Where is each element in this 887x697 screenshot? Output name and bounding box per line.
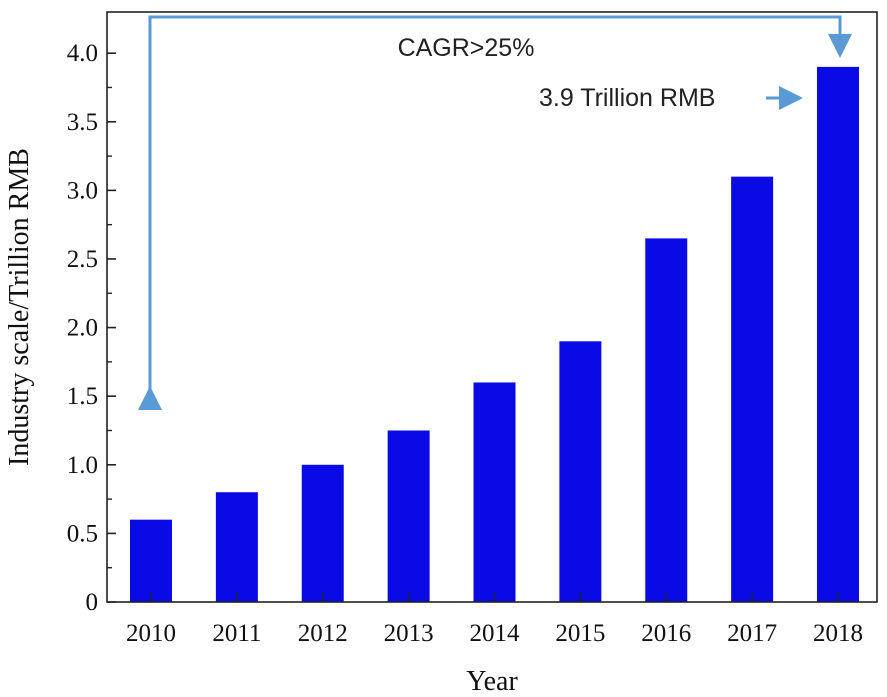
- bars-layer: [130, 66, 859, 602]
- y-tick-label: 3.0: [67, 177, 98, 204]
- bar-2016: [645, 238, 688, 602]
- x-tick-label: 2012: [298, 620, 348, 647]
- plot-frame: [106, 11, 878, 603]
- y-axis-title: Industry scale/Trillion RMB: [4, 148, 35, 466]
- x-tick-label: 2013: [384, 620, 434, 647]
- x-tick-label: 2017: [727, 620, 777, 647]
- y-tick-label: 3.5: [67, 109, 98, 136]
- y-tick-label: 4.0: [67, 40, 98, 67]
- x-tick-label: 2015: [555, 620, 605, 647]
- x-tick-label: 2016: [641, 620, 691, 647]
- bar-2013: [387, 430, 430, 602]
- x-axis-title: Year: [466, 666, 518, 697]
- y-tick-label: 2.0: [67, 315, 98, 342]
- bar-2018: [817, 66, 859, 602]
- bar-2012: [301, 464, 344, 602]
- x-tick-label: 2018: [813, 620, 863, 647]
- y-tick-label: 0.5: [67, 520, 98, 547]
- bar-2017: [731, 176, 774, 602]
- x-tick-label: 2014: [470, 620, 521, 647]
- cagr-annotation: CAGR>25%: [138, 15, 852, 410]
- y-tick-label: 1.5: [67, 383, 98, 410]
- cagr-label: CAGR>25%: [398, 34, 535, 62]
- bar-2010: [130, 519, 172, 602]
- y-tick-label: 1.0: [67, 452, 98, 479]
- bar-2015: [559, 341, 602, 602]
- x-tick-label: 2011: [212, 620, 261, 647]
- cagr-bracket-arrow: [138, 15, 852, 410]
- value-annotation: 3.9 Trillion RMB: [539, 84, 803, 112]
- y-axis: 0 0.5 1.0 1.5 2.0 2.5 3.0 3.5 4.0: [67, 40, 116, 616]
- y-tick-label: 0: [86, 589, 99, 616]
- x-tick-label: 2010: [126, 620, 176, 647]
- bar-2011: [215, 492, 258, 602]
- bar-2014: [473, 382, 516, 602]
- x-axis: 2010 2011 2012 2013 2014 2015 2016 2017 2018: [126, 593, 863, 647]
- last-value-label: 3.9 Trillion RMB: [539, 84, 715, 112]
- y-tick-label: 2.5: [67, 246, 98, 273]
